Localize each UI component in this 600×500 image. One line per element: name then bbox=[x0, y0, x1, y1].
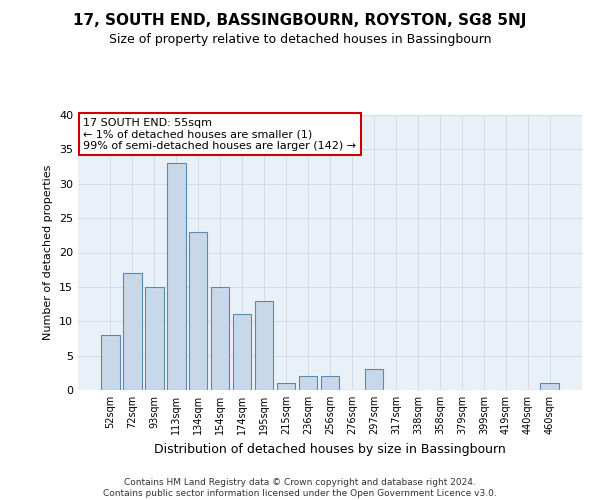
Bar bbox=[123, 273, 142, 390]
Text: Contains HM Land Registry data © Crown copyright and database right 2024.
Contai: Contains HM Land Registry data © Crown c… bbox=[103, 478, 497, 498]
Bar bbox=[255, 300, 274, 390]
Bar bbox=[167, 163, 185, 390]
Y-axis label: Number of detached properties: Number of detached properties bbox=[43, 165, 53, 340]
X-axis label: Distribution of detached houses by size in Bassingbourn: Distribution of detached houses by size … bbox=[154, 442, 506, 456]
Bar bbox=[189, 232, 208, 390]
Bar bbox=[233, 314, 251, 390]
Bar bbox=[277, 383, 295, 390]
Bar bbox=[320, 376, 340, 390]
Text: 17, SOUTH END, BASSINGBOURN, ROYSTON, SG8 5NJ: 17, SOUTH END, BASSINGBOURN, ROYSTON, SG… bbox=[73, 12, 527, 28]
Bar bbox=[299, 376, 317, 390]
Text: 17 SOUTH END: 55sqm
← 1% of detached houses are smaller (1)
99% of semi-detached: 17 SOUTH END: 55sqm ← 1% of detached hou… bbox=[83, 118, 356, 151]
Bar bbox=[365, 370, 383, 390]
Bar bbox=[541, 383, 559, 390]
Bar bbox=[211, 287, 229, 390]
Bar bbox=[101, 335, 119, 390]
Text: Size of property relative to detached houses in Bassingbourn: Size of property relative to detached ho… bbox=[109, 32, 491, 46]
Bar bbox=[145, 287, 164, 390]
